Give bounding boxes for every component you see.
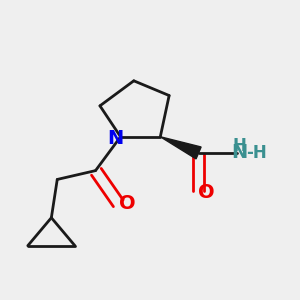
- Text: O: O: [198, 183, 214, 202]
- Text: H: H: [233, 136, 247, 154]
- Text: N: N: [232, 143, 248, 162]
- Polygon shape: [160, 137, 201, 159]
- Text: N: N: [107, 129, 123, 148]
- Text: -H: -H: [246, 144, 266, 162]
- Text: O: O: [119, 194, 136, 213]
